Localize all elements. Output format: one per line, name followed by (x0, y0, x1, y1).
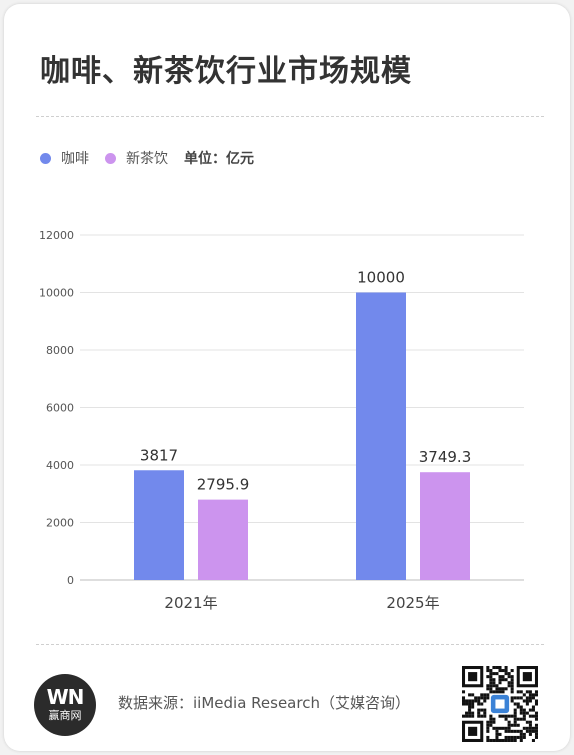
data-label: 3817 (140, 446, 178, 464)
y-tick-label: 10000 (39, 287, 74, 300)
unit-label: 单位：亿元 (184, 151, 254, 167)
qr-code-icon[interactable] (462, 666, 538, 742)
bar-chart: 0 2000 4000 6000 8000 10000 12000 3817 2795.9 202… (39, 229, 524, 612)
legend-dot-tea (105, 152, 116, 164)
logo-text: 赢商网 (48, 709, 82, 722)
legend-dot-coffee (40, 152, 51, 164)
logo-mark: WN (46, 685, 85, 709)
y-tick-label: 12000 (39, 229, 74, 242)
y-tick-label: 0 (67, 574, 74, 587)
data-source: 数据来源：iiMedia Research（艾媒咨询） (118, 694, 410, 712)
legend-item-coffee: 咖啡 (40, 148, 89, 168)
y-tick-label: 6000 (46, 402, 74, 415)
top-divider (36, 116, 544, 117)
x-tick-label: 2021年 (164, 594, 217, 612)
legend-item-tea: 新茶饮 (105, 148, 168, 168)
y-tick-label: 8000 (46, 344, 74, 357)
data-label: 3749.3 (419, 448, 472, 466)
chart-legend: 咖啡 新茶饮 单位：亿元 (40, 148, 254, 168)
legend-label-coffee: 咖啡 (61, 151, 89, 167)
legend-label-tea: 新茶饮 (126, 151, 168, 167)
x-tick-label: 2025年 (386, 594, 439, 612)
data-label: 2795.9 (197, 476, 250, 494)
bar (356, 292, 406, 580)
chart-card: 咖啡、新茶饮行业市场规模 咖啡 新茶饮 单位：亿元 0 2000 4000 6000 8… (4, 4, 570, 751)
y-tick-label: 2000 (46, 517, 74, 530)
brand-logo: WN 赢商网 (34, 674, 96, 736)
bar (420, 472, 470, 580)
bottom-divider (36, 644, 544, 645)
bar (134, 470, 184, 580)
y-tick-label: 4000 (46, 459, 74, 472)
chart-title: 咖啡、新茶饮行业市场规模 (40, 54, 412, 89)
bar (198, 499, 248, 580)
data-label: 10000 (357, 269, 405, 287)
